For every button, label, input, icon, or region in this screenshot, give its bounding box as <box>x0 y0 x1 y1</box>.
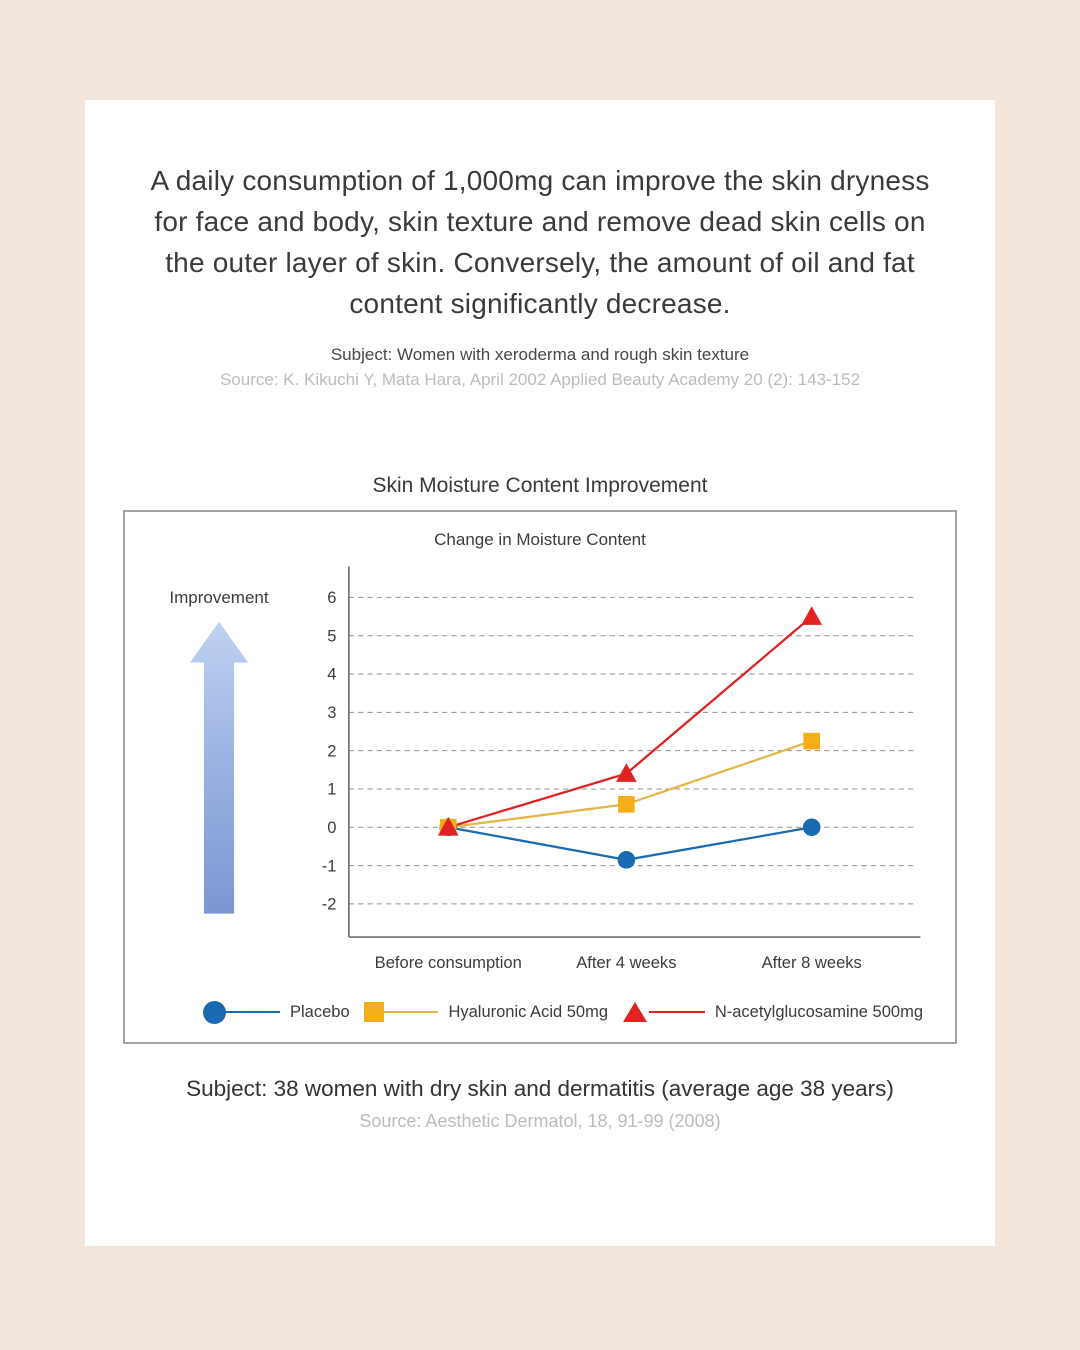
svg-text:4: 4 <box>327 664 336 683</box>
svg-text:5: 5 <box>327 626 336 645</box>
svg-text:-1: -1 <box>322 856 337 875</box>
legend-item-nag: N-acetylglucosamine 500mg <box>622 1002 923 1023</box>
svg-text:After 4 weeks: After 4 weeks <box>576 953 676 972</box>
svg-text:After 8 weeks: After 8 weeks <box>762 953 862 972</box>
chart-body: Improvement 6 5 4 3 2 1 0 -1 -2 Before consumptio… <box>143 556 937 995</box>
placebo-circle-icon <box>203 1000 226 1024</box>
legend-label-placebo: Placebo <box>290 1002 350 1021</box>
svg-text:-2: -2 <box>322 894 337 913</box>
study-subject-text: Subject: Women with xeroderma and rough … <box>330 344 750 364</box>
legend-item-placebo: Placebo <box>203 1000 350 1024</box>
hyaluronic-line-swatch <box>382 1010 439 1014</box>
svg-text:3: 3 <box>327 703 336 722</box>
chart-legend: Placebo Hyaluronic Acid 50mg N-acetylglu… <box>203 1000 923 1024</box>
legend-label-hyaluronic: Hyaluronic Acid 50mg <box>448 1002 609 1021</box>
chart-box: Change in Moisture Content Improvement 6… <box>123 509 957 1044</box>
svg-text:6: 6 <box>327 588 336 607</box>
study-source-text: Source: K. Kikuchi Y, Mata Hara, April 2… <box>219 369 861 389</box>
moisture-line-chart: 6 5 4 3 2 1 0 -1 -2 Before consumption After 4 wee… <box>322 565 921 972</box>
footer-subject-text: Subject: 38 women with dry skin and derm… <box>186 1075 894 1101</box>
improvement-axis-annotation: Improvement <box>143 556 295 914</box>
hyaluronic-square-icon <box>364 1002 385 1023</box>
legend-label-nag: N-acetylglucosamine 500mg <box>714 1002 923 1021</box>
legend-item-hyaluronic: Hyaluronic Acid 50mg <box>364 1002 609 1023</box>
nag-triangle-icon <box>622 1002 647 1023</box>
footer-source-text: Source: Aesthetic Dermatol, 18, 91-99 (2… <box>359 1110 721 1131</box>
headline-text: A daily consumption of 1,000mg can impro… <box>150 165 930 320</box>
content-card: A daily consumption of 1,000mg can impro… <box>85 100 995 1246</box>
chart-section-title: Skin Moisture Content Improvement <box>372 473 708 497</box>
nag-line-swatch <box>648 1010 705 1014</box>
svg-text:1: 1 <box>327 779 336 798</box>
placebo-line-swatch <box>224 1010 280 1014</box>
plot-area: 6 5 4 3 2 1 0 -1 -2 Before consumption After 4 wee… <box>295 556 937 995</box>
improvement-arrow-icon <box>190 621 248 914</box>
chart-inner-title: Change in Moisture Content <box>434 529 646 549</box>
svg-text:2: 2 <box>327 741 336 760</box>
svg-text:0: 0 <box>327 818 336 837</box>
svg-text:Before consumption: Before consumption <box>375 953 522 972</box>
improvement-label: Improvement <box>169 587 269 607</box>
